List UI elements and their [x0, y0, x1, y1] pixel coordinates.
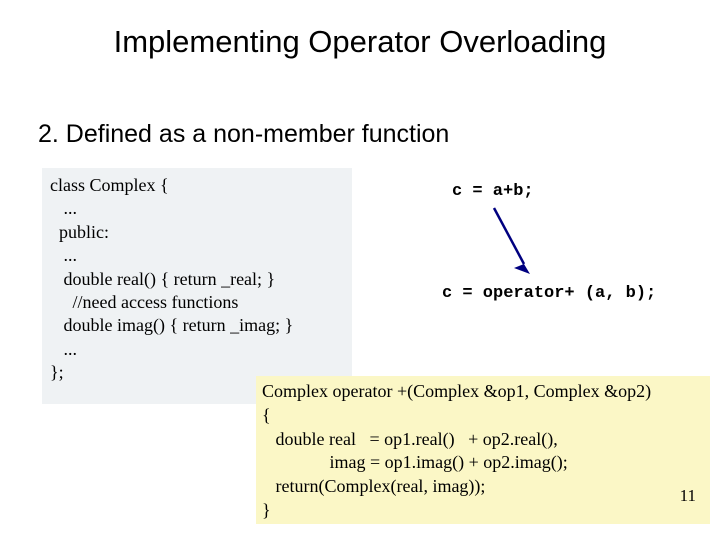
arrow-icon — [486, 204, 546, 284]
class-definition-codebox: class Complex { ... public: ... double r… — [42, 168, 352, 404]
code-line: } — [262, 500, 271, 520]
code-line: double real() { return _real; } — [50, 269, 275, 289]
code-line: ... — [50, 245, 77, 265]
slide-subtitle: 2. Defined as a non-member function — [38, 120, 449, 149]
code-line: public: — [50, 222, 109, 242]
operator-definition-codebox: Complex operator +(Complex &op1, Complex… — [256, 376, 710, 524]
code-line: //need access functions — [50, 292, 238, 312]
code-line: return(Complex(real, imag)); — [262, 476, 485, 496]
code-line: imag = op1.imag() + op2.imag(); — [262, 452, 568, 472]
code-line: class Complex { — [50, 175, 169, 195]
code-line: double real = op1.real() + op2.real(), — [262, 429, 558, 449]
code-line: double imag() { return _imag; } — [50, 315, 293, 335]
slide-title: Implementing Operator Overloading — [0, 24, 720, 60]
code-line: ... — [50, 339, 77, 359]
page-number: 11 — [680, 486, 696, 506]
code-line: { — [262, 405, 271, 425]
code-line: Complex operator +(Complex &op1, Complex… — [262, 381, 651, 401]
equation-short: c = a+b; — [452, 182, 534, 201]
code-line: }; — [50, 362, 64, 382]
equation-expanded: c = operator+ (a, b); — [442, 284, 656, 303]
code-line: ... — [50, 198, 77, 218]
